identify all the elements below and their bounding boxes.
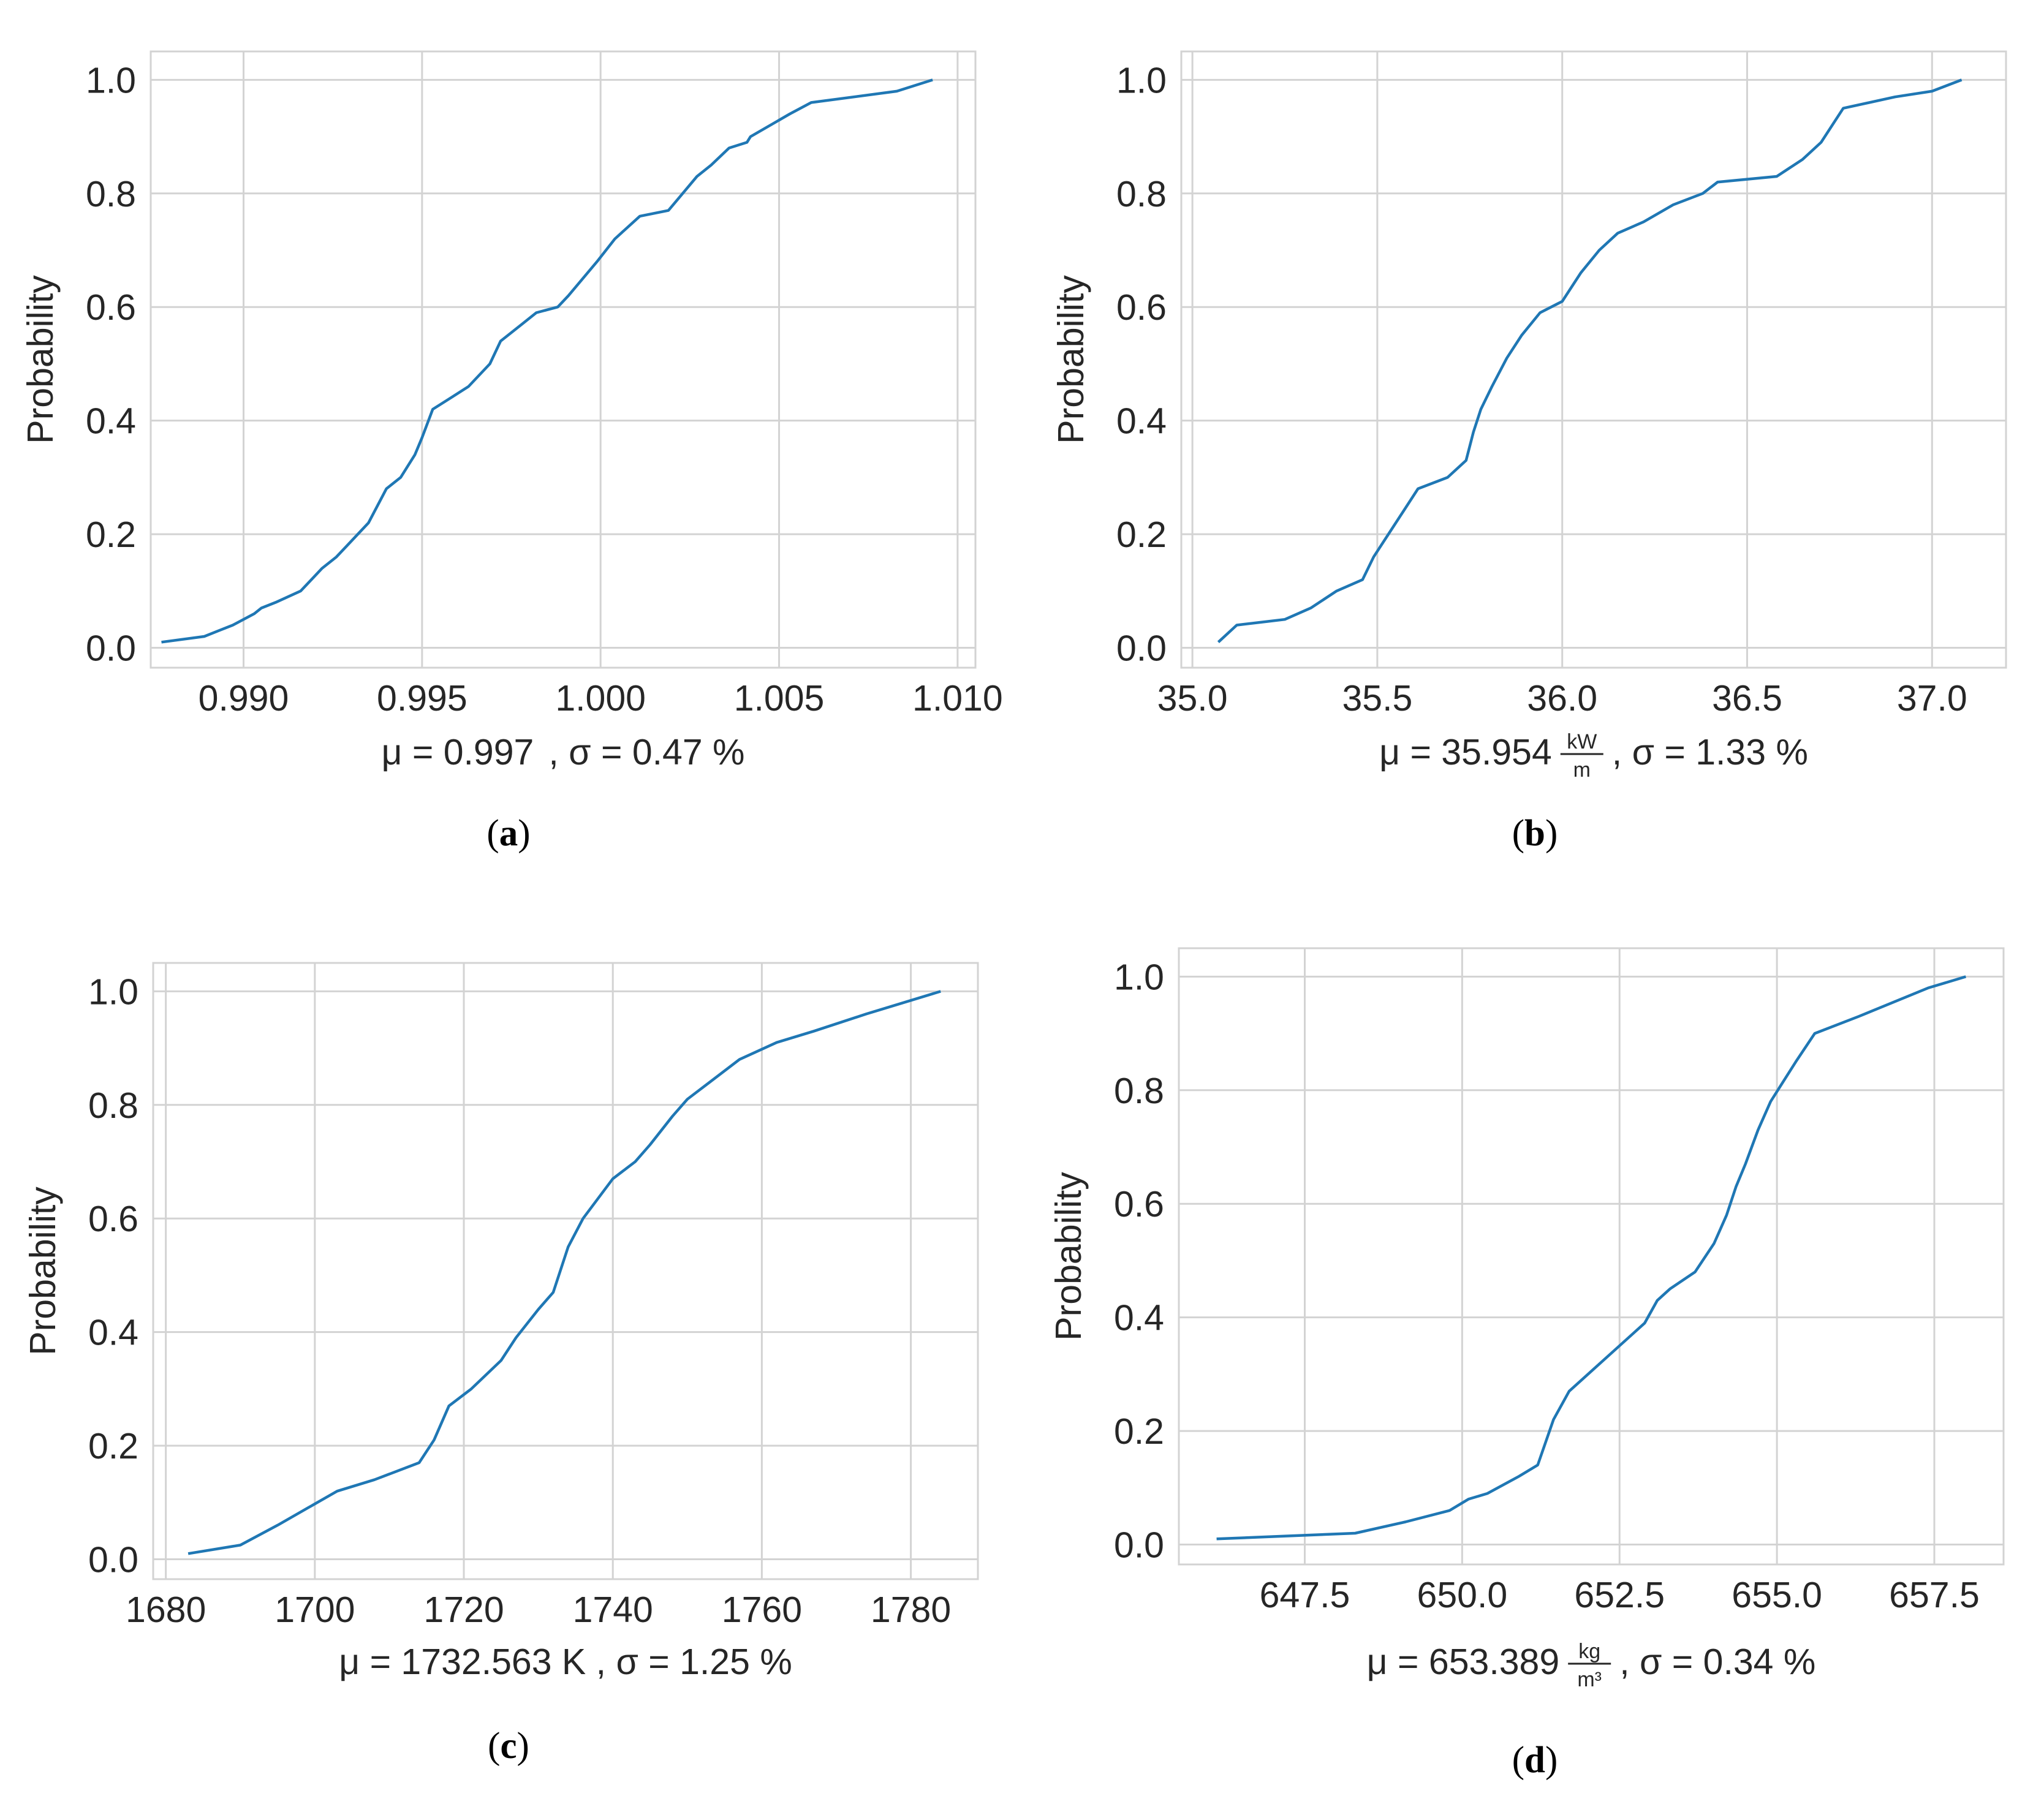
y-tick-label-a-3: 0.6 — [86, 287, 136, 328]
y-tick-label-a-5: 1.0 — [86, 60, 136, 100]
y-axis-label-c: Probability — [23, 1187, 63, 1356]
x-tick-label-c-5: 1780 — [871, 1590, 951, 1630]
plot-area-d — [1178, 947, 2005, 1566]
x-tick-label-c-0: 1680 — [126, 1590, 206, 1630]
panel-letter-a: a — [499, 813, 518, 854]
y-axis-label-d: Probability — [1048, 1172, 1089, 1341]
x-tick-label-c-3: 1740 — [573, 1590, 653, 1630]
panel-letter-b: b — [1524, 813, 1545, 854]
grid-c — [153, 963, 978, 1579]
cdf-line-c — [187, 990, 941, 1555]
unit-numerator-d: kg — [1578, 1640, 1600, 1663]
y-axis-label-a: Probability — [20, 275, 61, 444]
x-tick-label-d-0: 647.5 — [1260, 1575, 1350, 1615]
plot-area-c — [152, 962, 979, 1580]
tick-labels-c: 1680 1700 1720 1740 1760 1780 0.0 0.2 0.4 0.6 0.8 1… — [88, 972, 951, 1630]
x-tick-label-d-3: 655.0 — [1732, 1575, 1822, 1615]
unit-denominator-d: m³ — [1577, 1668, 1602, 1691]
subplot-c: 1680 1700 1720 1740 1760 1780 0.0 0.2 0.4 0.6 0.8 1… — [23, 962, 979, 1767]
x-tick-label-a-1: 0.995 — [377, 678, 467, 719]
x-tick-label-d-4: 657.5 — [1889, 1575, 1980, 1615]
unit-fraction-d: kg m³ — [1568, 1640, 1611, 1691]
x-tick-label-c-2: 1720 — [423, 1590, 504, 1630]
y-tick-label-b-2: 0.4 — [1116, 401, 1167, 442]
panel-label-c: (c) — [488, 1726, 529, 1767]
x-tick-label-c-1: 1700 — [274, 1590, 355, 1630]
plot-area-a — [150, 50, 977, 669]
x-axis-label-a-prefix: μ = 0.997 — [381, 732, 534, 772]
x-tick-label-b-2: 36.0 — [1527, 678, 1597, 719]
panel-label-b: (b) — [1512, 813, 1558, 854]
grid-d — [1179, 948, 2004, 1564]
x-tick-label-a-3: 1.005 — [734, 678, 825, 719]
panel-letter-d: d — [1524, 1740, 1545, 1781]
y-tick-label-a-1: 0.2 — [86, 515, 136, 555]
y-tick-label-d-0: 0.0 — [1114, 1525, 1164, 1566]
y-tick-label-a-2: 0.4 — [86, 401, 136, 442]
y-tick-label-a-4: 0.8 — [86, 174, 136, 214]
x-axis-label-a-suffix: , σ = 0.47 % — [548, 732, 744, 772]
x-tick-label-b-0: 35.0 — [1157, 678, 1228, 719]
x-axis-label-b-prefix: μ = 35.954 — [1379, 732, 1552, 772]
unit-fraction-b: kW m — [1560, 730, 1603, 782]
unit-denominator-b: m — [1573, 758, 1591, 782]
x-tick-label-d-1: 650.0 — [1417, 1575, 1508, 1615]
y-tick-label-c-3: 0.6 — [88, 1199, 138, 1239]
grid-a — [151, 51, 975, 668]
y-tick-label-d-3: 0.6 — [1114, 1184, 1164, 1224]
subplot-d: 647.5 650.0 652.5 655.0 657.5 0.0 0.2 0.4 0.6 0.8… — [1048, 947, 2005, 1781]
y-tick-label-b-4: 0.8 — [1116, 174, 1167, 214]
y-tick-label-d-1: 0.2 — [1114, 1411, 1164, 1452]
x-axis-label-c: μ = 1732.563 K , σ = 1.25 % — [339, 1642, 792, 1682]
y-tick-label-d-5: 1.0 — [1114, 957, 1164, 997]
y-axis-label-b: Probability — [1051, 275, 1091, 444]
x-tick-label-b-1: 35.5 — [1342, 678, 1412, 719]
tick-labels-a: 0.990 0.995 1.000 1.005 1.010 0.0 0.2 0.4 0.6 0.8… — [86, 60, 1003, 719]
y-tick-label-c-0: 0.0 — [88, 1540, 138, 1580]
subplot-b: 35.0 35.5 36.0 36.5 37.0 0.0 0.2 0.4 0.6 0.8 1.0 P… — [1051, 50, 2007, 854]
tick-labels-d: 647.5 650.0 652.5 655.0 657.5 0.0 0.2 0.4 0.6 0.8… — [1114, 957, 1980, 1615]
panel-label-a: (a) — [486, 813, 530, 854]
cdf-line-d — [1216, 975, 1967, 1541]
plot-area-b — [1180, 50, 2007, 669]
subplot-a: 0.990 0.995 1.000 1.005 1.010 0.0 0.2 0.4 0.6 0.8… — [20, 50, 1003, 854]
y-tick-label-b-3: 0.6 — [1116, 287, 1167, 328]
x-tick-label-d-2: 652.5 — [1574, 1575, 1665, 1615]
x-tick-label-c-4: 1760 — [722, 1590, 802, 1630]
grid-b — [1181, 51, 2006, 668]
x-axis-label-a: μ = 0.997 , σ = 0.47 % — [381, 732, 744, 772]
tick-labels-b: 35.0 35.5 36.0 36.5 37.0 0.0 0.2 0.4 0.6 0.8 1.0 — [1116, 60, 1967, 719]
unit-numerator-b: kW — [1567, 730, 1597, 753]
x-tick-label-a-0: 0.990 — [199, 678, 289, 719]
y-tick-label-b-5: 1.0 — [1116, 60, 1167, 100]
y-tick-label-c-1: 0.2 — [88, 1426, 138, 1466]
y-tick-label-b-1: 0.2 — [1116, 515, 1167, 555]
y-tick-label-a-0: 0.0 — [86, 628, 136, 669]
x-axis-label-d-prefix: μ = 653.389 — [1367, 1642, 1560, 1682]
x-tick-label-b-4: 37.0 — [1897, 678, 1967, 719]
y-tick-label-d-4: 0.8 — [1114, 1071, 1164, 1111]
cdf-line-a — [161, 78, 933, 644]
y-tick-label-d-2: 0.4 — [1114, 1298, 1164, 1338]
x-tick-label-b-3: 36.5 — [1712, 678, 1782, 719]
y-tick-label-b-0: 0.0 — [1116, 628, 1167, 669]
cdf-line-b — [1217, 78, 1963, 643]
y-tick-label-c-5: 1.0 — [88, 972, 138, 1012]
x-axis-label-b-suffix: , σ = 1.33 % — [1612, 732, 1808, 772]
panel-label-d: (d) — [1512, 1740, 1558, 1781]
x-axis-label-d-suffix: , σ = 0.34 % — [1619, 1642, 1815, 1682]
panel-letter-c: c — [500, 1726, 517, 1767]
y-tick-label-c-4: 0.8 — [88, 1085, 138, 1126]
x-tick-label-a-4: 1.010 — [912, 678, 1003, 719]
x-tick-label-a-2: 1.000 — [555, 678, 646, 719]
y-tick-label-c-2: 0.4 — [88, 1313, 138, 1353]
